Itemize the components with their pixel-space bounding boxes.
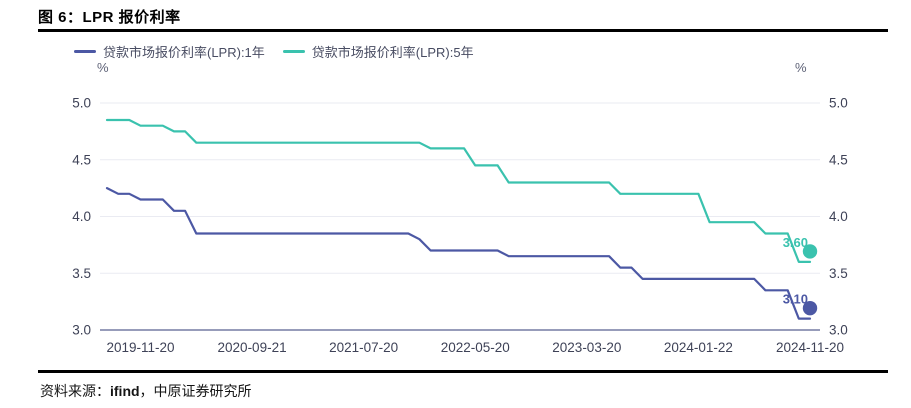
x-tick-label: 2022-05-20 <box>441 340 510 355</box>
end-value-label: 3.10 <box>783 292 808 307</box>
x-tick-label: 2021-07-20 <box>329 340 398 355</box>
source-brand: ifind <box>110 383 140 399</box>
legend-swatch-5y <box>282 50 305 53</box>
legend-item-lpr-1y: 贷款市场报价利率(LPR):1年 <box>74 42 265 61</box>
source-suffix: ，中原证券研究所 <box>139 385 252 400</box>
y-tick-label-right: 4.0 <box>829 209 848 224</box>
figure-title: 图 6：LPR 报价利率 <box>38 9 181 26</box>
bottom-divider <box>38 370 888 373</box>
end-value-label: 3.60 <box>783 235 808 250</box>
y-axis-unit-left: % <box>97 60 109 75</box>
y-tick-label-left: 5.0 <box>72 96 91 111</box>
legend-item-lpr-5y: 贷款市场报价利率(LPR):5年 <box>282 42 474 61</box>
y-axis-unit-right: % <box>795 60 807 75</box>
legend-swatch-1y <box>74 50 96 53</box>
y-tick-label-right: 3.5 <box>829 266 848 281</box>
y-tick-label-right: 5.0 <box>829 96 848 111</box>
end-marker <box>802 244 818 259</box>
end-marker <box>802 300 818 316</box>
chart-legend: 贷款市场报价利率(LPR):1年 贷款市场报价利率(LPR):5年 <box>74 42 474 61</box>
x-tick-label: 2019-11-20 <box>106 340 174 355</box>
source-line: 资料来源：ifind，中原证券研究所 <box>40 381 252 401</box>
x-tick-label: 2020-09-21 <box>218 340 287 355</box>
y-tick-label-left: 4.0 <box>72 209 91 224</box>
legend-label-1y: 贷款市场报价利率(LPR):1年 <box>103 45 265 60</box>
y-tick-label-left: 3.0 <box>72 323 91 338</box>
x-tick-label: 2023-03-20 <box>552 340 621 355</box>
y-tick-label-left: 3.5 <box>72 266 91 281</box>
x-tick-label: 2024-01-22 <box>664 340 733 355</box>
y-tick-label-right: 4.5 <box>829 152 848 167</box>
legend-label-5y: 贷款市场报价利率(LPR):5年 <box>311 45 474 60</box>
x-tick-label: 2024-11-20 <box>776 340 844 355</box>
source-prefix: 资料来源： <box>40 385 110 400</box>
series-line-lpr-5y <box>105 118 812 263</box>
top-divider <box>38 29 888 32</box>
series-line-lpr-1y <box>105 187 812 320</box>
y-tick-label-left: 4.5 <box>72 152 91 167</box>
y-tick-label-right: 3.0 <box>829 323 848 338</box>
